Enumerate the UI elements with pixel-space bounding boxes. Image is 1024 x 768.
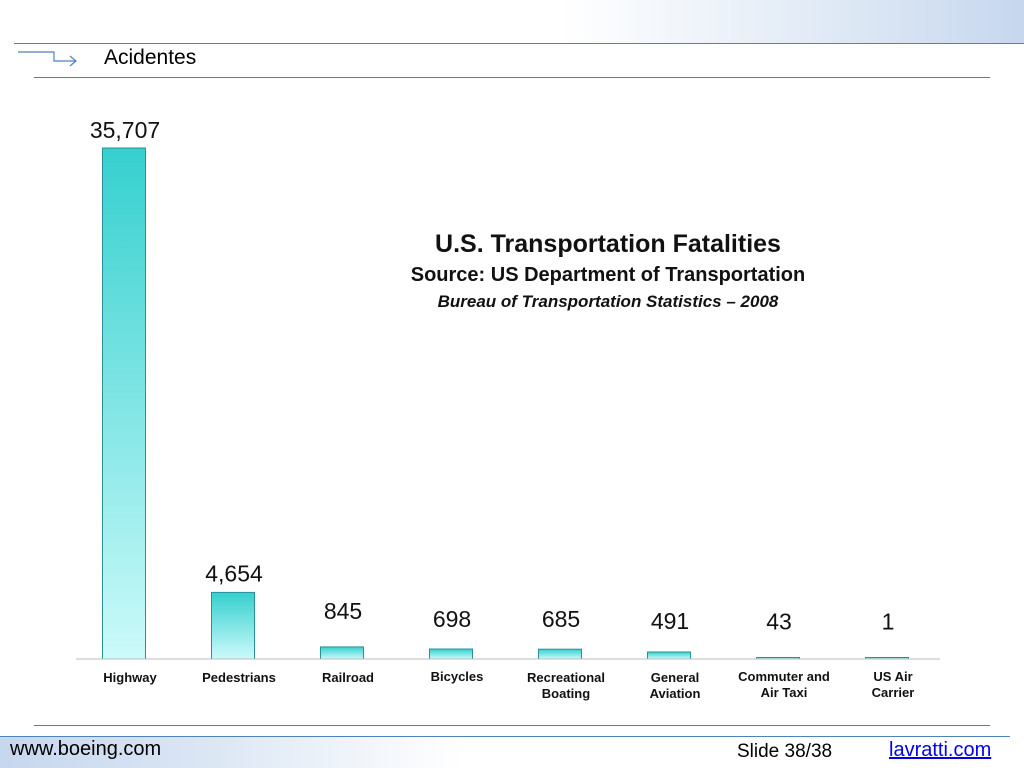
bar-2 (320, 646, 364, 660)
bar-1 (211, 591, 255, 660)
chart-title: U.S. Transportation Fatalities (435, 230, 781, 258)
footer-website: www.boeing.com (10, 738, 162, 760)
header-divider-top (14, 43, 1024, 44)
category-label: Railroad (322, 670, 374, 685)
bar-value-label: 491 (651, 608, 689, 634)
bar-5 (647, 651, 691, 660)
slide-number: Slide 38/38 (737, 741, 833, 762)
bar-4 (538, 648, 582, 660)
chart-subtitle: Source: US Department of Transportation (411, 264, 806, 286)
page-title: Acidentes (104, 46, 197, 69)
bar-value-label: 1 (882, 609, 895, 635)
bar-value-label: 685 (542, 606, 580, 632)
footer-divider-top (34, 725, 990, 726)
bar-value-label: 845 (324, 598, 362, 624)
bar-value-label: 4,654 (205, 560, 263, 586)
bar-value-label: 43 (766, 609, 792, 635)
category-label: Bicycles (431, 669, 484, 684)
top-banner (0, 0, 1024, 44)
category-label: Commuter and Air Taxi (738, 669, 830, 700)
chart-source-note: Bureau of Transportation Statistics – 20… (438, 292, 779, 311)
category-label: General Aviation (650, 670, 701, 701)
header-divider-bottom (34, 77, 990, 78)
bar-0 (102, 147, 146, 660)
category-label: Highway (103, 670, 157, 685)
footer-divider-bottom (0, 736, 1010, 737)
footer-link[interactable]: lavratti.com (889, 739, 992, 761)
bar-value-label: 35,707 (90, 117, 160, 143)
category-label: Pedestrians (202, 670, 276, 685)
bar-3 (429, 648, 473, 660)
bar-value-label: 698 (433, 606, 471, 632)
bottom-banner (0, 736, 1024, 768)
category-label: US Air Carrier (872, 669, 915, 700)
arrow-right-icon (18, 51, 77, 67)
category-label: Recreational Boating (527, 670, 605, 701)
